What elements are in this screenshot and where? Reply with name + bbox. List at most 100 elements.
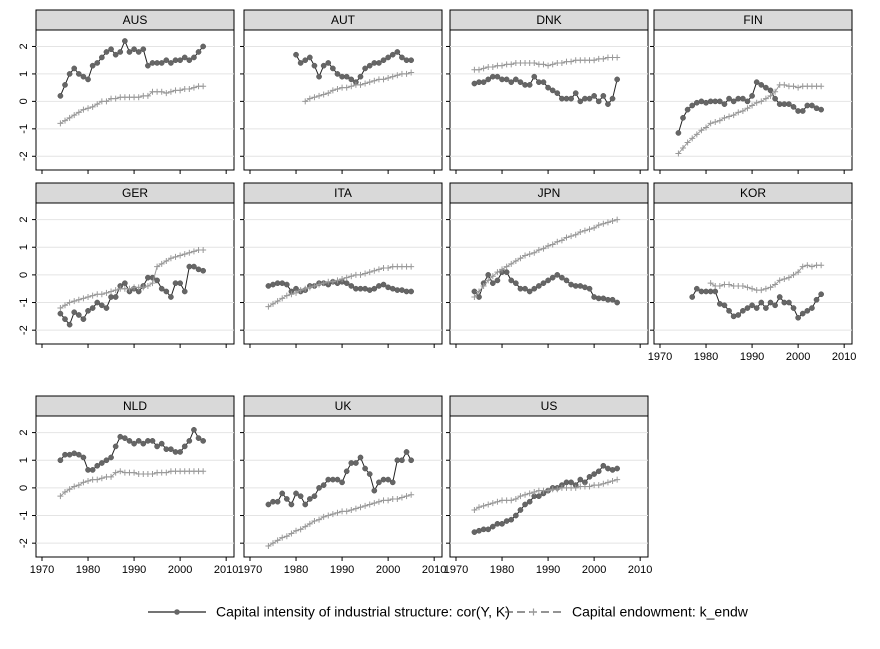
panel: AUS -2 -1 0 1 2 xyxy=(18,9,235,174)
point xyxy=(71,309,78,316)
point xyxy=(348,76,355,83)
plot-area xyxy=(243,202,443,345)
point xyxy=(568,479,574,486)
point xyxy=(508,79,515,86)
point xyxy=(772,281,779,288)
x-tick-label: 2000 xyxy=(786,351,810,363)
point xyxy=(605,101,611,107)
point xyxy=(485,501,492,508)
point xyxy=(311,62,318,69)
point xyxy=(371,285,378,292)
point xyxy=(316,516,323,523)
point xyxy=(403,70,410,77)
point xyxy=(489,500,496,507)
point xyxy=(739,282,746,289)
point xyxy=(526,288,533,295)
point xyxy=(80,295,87,302)
point xyxy=(813,296,820,303)
point xyxy=(177,87,184,94)
point xyxy=(186,249,193,256)
point xyxy=(522,285,528,292)
point xyxy=(726,95,732,102)
point xyxy=(517,507,524,513)
point xyxy=(535,247,542,253)
point xyxy=(181,54,188,61)
x-tick-label: 1970 xyxy=(30,564,54,576)
point xyxy=(302,57,309,64)
point xyxy=(600,462,607,469)
point xyxy=(398,494,405,501)
point xyxy=(311,493,318,500)
point xyxy=(270,540,277,547)
point xyxy=(499,266,506,273)
point xyxy=(408,263,415,270)
point xyxy=(568,233,575,240)
point xyxy=(489,523,496,530)
point xyxy=(503,263,510,270)
y-tick-label: 0 xyxy=(18,98,30,104)
point xyxy=(366,501,373,508)
point xyxy=(531,249,538,256)
point xyxy=(818,106,824,113)
point xyxy=(508,61,515,68)
point xyxy=(108,46,114,53)
point xyxy=(98,291,105,298)
y-tick-label: 1 xyxy=(18,457,30,463)
point xyxy=(366,62,373,69)
point xyxy=(499,62,506,69)
point xyxy=(279,490,286,497)
point xyxy=(366,269,373,276)
panel-title: GER xyxy=(122,186,148,200)
point xyxy=(371,267,378,274)
point xyxy=(763,305,769,311)
legend-marker xyxy=(174,609,180,615)
point xyxy=(408,57,414,64)
point xyxy=(558,59,565,66)
point xyxy=(168,60,174,66)
panel-title: JPN xyxy=(538,186,561,200)
panel-title: ITA xyxy=(334,186,352,200)
point xyxy=(476,288,483,295)
point xyxy=(799,108,806,114)
point xyxy=(288,530,295,537)
point xyxy=(274,298,281,305)
plot-area xyxy=(449,29,649,171)
point xyxy=(735,312,742,318)
point xyxy=(316,73,322,80)
point xyxy=(343,73,350,80)
point xyxy=(485,76,492,83)
point xyxy=(586,95,593,102)
point xyxy=(503,269,510,275)
point xyxy=(334,277,341,284)
point xyxy=(716,282,723,289)
point xyxy=(98,460,105,466)
panel-title: NLD xyxy=(123,399,147,413)
x-tick-label: 2010 xyxy=(422,564,446,576)
panel-title: UK xyxy=(335,399,352,413)
point xyxy=(135,49,142,55)
legend: Capital intensity of industrial structur… xyxy=(148,604,749,620)
point xyxy=(85,477,92,484)
point xyxy=(512,495,519,502)
point xyxy=(172,253,179,260)
point xyxy=(790,305,797,311)
point xyxy=(94,462,101,469)
point xyxy=(98,302,105,309)
point xyxy=(200,468,207,475)
point xyxy=(804,262,811,269)
point xyxy=(540,280,547,287)
point xyxy=(57,457,64,464)
point xyxy=(600,480,607,487)
x-tick-label: 1980 xyxy=(76,564,100,576)
point xyxy=(288,291,295,298)
point xyxy=(190,84,197,91)
point xyxy=(135,438,142,444)
point xyxy=(62,82,68,88)
point xyxy=(380,281,387,288)
point xyxy=(195,435,202,441)
legend-marker xyxy=(530,608,537,616)
point xyxy=(385,264,392,271)
point xyxy=(762,95,769,102)
point xyxy=(689,102,696,109)
point xyxy=(117,49,124,55)
